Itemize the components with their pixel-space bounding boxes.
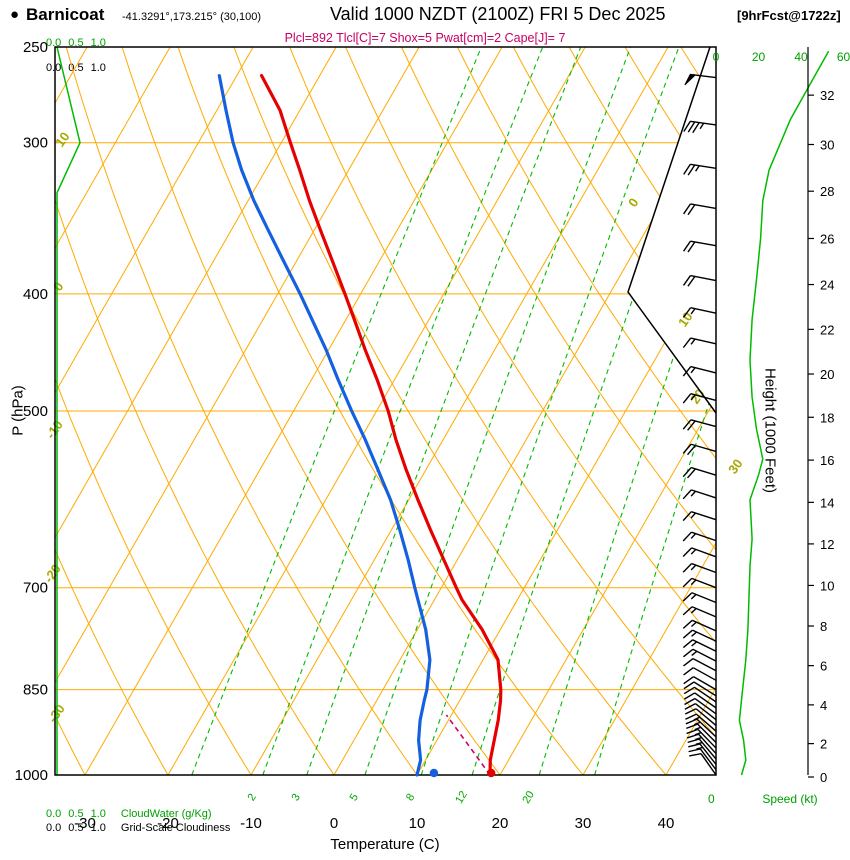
- height-axis-label: Height (1000 Feet): [761, 367, 779, 494]
- scale-val: 0.5: [68, 822, 84, 834]
- dewpoint-curve: [217, 74, 432, 777]
- svg-text:22: 22: [820, 322, 834, 337]
- svg-text:12: 12: [453, 789, 470, 806]
- svg-text:30: 30: [575, 815, 592, 832]
- svg-text:10: 10: [52, 129, 73, 149]
- svg-text:20: 20: [820, 367, 834, 382]
- surface-markers: [429, 768, 496, 778]
- svg-text:0: 0: [713, 50, 720, 64]
- scale-val: 0.5: [68, 808, 84, 820]
- svg-text:18: 18: [820, 410, 834, 425]
- pressure-axis-label: P (hPa): [9, 385, 27, 436]
- scale-val: 0.5: [68, 37, 84, 49]
- indices-line: Plcl=892 Tlcl[C]=7 Shox=5 Pwat[cm]=2 Cap…: [284, 31, 566, 45]
- scale-val: 0.0: [46, 808, 62, 820]
- forecast-tag: [9hrFcst@1722z]: [737, 8, 841, 23]
- scale-val: 1.0: [90, 822, 106, 834]
- svg-text:4: 4: [820, 698, 827, 713]
- svg-text:-30: -30: [74, 815, 96, 832]
- svg-text:30: 30: [725, 456, 746, 476]
- scale-val: 1.0: [90, 808, 106, 820]
- scale-val: 1.0: [90, 37, 106, 49]
- wind-barbs: [682, 73, 717, 776]
- svg-text:2: 2: [246, 792, 259, 804]
- grid-labels: 2 3 5 8 12 20100-10-20-3001020302503004005007…: [15, 39, 746, 832]
- svg-text:10: 10: [820, 578, 834, 593]
- svg-text:8: 8: [404, 792, 417, 804]
- speed-scale: 0 20 40 60: [713, 50, 850, 64]
- svg-text:-20: -20: [157, 815, 179, 832]
- cloudwater-scale-bottom: 0.0 0.5 1.0 CloudWater (g/Kg): [46, 808, 212, 820]
- scale-val: 0.5: [68, 62, 84, 74]
- svg-text:14: 14: [820, 495, 834, 510]
- svg-text:20: 20: [687, 386, 708, 406]
- scale-val: 0.0: [46, 37, 62, 49]
- temperature-axis-label: Temperature (C): [330, 836, 440, 853]
- cloudiness-scale-top: 0.0 0.5 1.0: [46, 62, 106, 74]
- svg-text:700: 700: [23, 580, 48, 597]
- temperature-curve: [260, 74, 503, 777]
- svg-text:26: 26: [820, 231, 834, 246]
- station-name: Barnicoat: [26, 5, 105, 24]
- svg-text:400: 400: [23, 286, 48, 303]
- svg-text:3: 3: [289, 792, 302, 804]
- valid-time: Valid 1000 NZDT (2100Z) FRI 5 Dec 2025: [330, 4, 666, 24]
- speed-axis-label: Speed (kt): [762, 792, 818, 806]
- svg-text:0: 0: [50, 279, 66, 294]
- speed-bottom-tick: 0: [708, 792, 715, 806]
- parcel-curve: [445, 714, 491, 776]
- svg-text:300: 300: [23, 135, 48, 152]
- svg-text:2: 2: [820, 737, 827, 752]
- scale-val: 0.0: [46, 822, 62, 834]
- cloudwater-axis-label: CloudWater (g/Kg): [120, 808, 212, 820]
- svg-text:5: 5: [348, 792, 361, 804]
- svg-text:40: 40: [794, 50, 808, 64]
- cloudiness-axis-label: Grid-Scale Cloudiness: [120, 822, 231, 834]
- cloudwater-curve: [56, 46, 81, 775]
- svg-text:0: 0: [820, 770, 827, 785]
- svg-text:0: 0: [330, 815, 338, 832]
- station-coords: -41.3291°,173.215° (30,100): [122, 11, 262, 23]
- svg-text:30: 30: [820, 137, 834, 152]
- cloudiness-scale-bottom: 0.0 0.5 1.0 Grid-Scale Cloudiness: [46, 822, 230, 834]
- svg-text:60: 60: [837, 50, 850, 64]
- svg-text:16: 16: [820, 453, 834, 468]
- svg-text:250: 250: [23, 39, 48, 56]
- svg-text:32: 32: [820, 88, 834, 103]
- svg-text:1000: 1000: [15, 767, 48, 784]
- svg-text:-10: -10: [240, 815, 262, 832]
- svg-text:28: 28: [820, 184, 834, 199]
- svg-text:850: 850: [23, 682, 48, 699]
- speed-curve: [738, 50, 830, 776]
- svg-text:0: 0: [625, 195, 641, 210]
- svg-text:40: 40: [658, 815, 675, 832]
- svg-text:20: 20: [752, 50, 766, 64]
- svg-text:8: 8: [820, 619, 827, 634]
- scale-val: 0.0: [46, 62, 62, 74]
- svg-text:500: 500: [23, 403, 48, 420]
- cloudwater-scale-top: 0.0 0.5 1.0: [46, 37, 106, 49]
- svg-text:20: 20: [492, 815, 509, 832]
- scale-val: 1.0: [90, 62, 106, 74]
- svg-text:20: 20: [520, 789, 537, 806]
- svg-text:24: 24: [820, 278, 834, 293]
- svg-text:12: 12: [820, 537, 834, 552]
- station-bullet-icon: ●: [10, 6, 20, 23]
- svg-text:10: 10: [409, 815, 426, 832]
- svg-text:6: 6: [820, 659, 827, 674]
- svg-text:10: 10: [675, 309, 696, 329]
